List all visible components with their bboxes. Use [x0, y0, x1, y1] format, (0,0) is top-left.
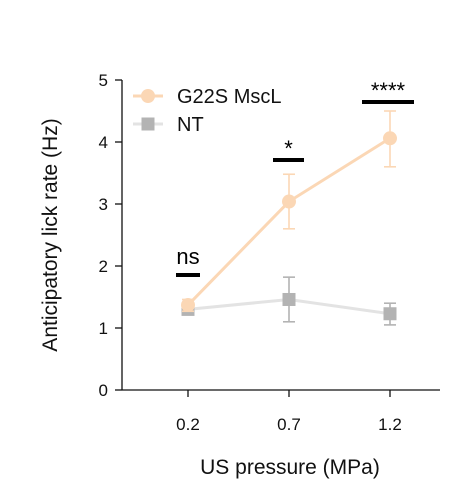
axes: 0 1 2 3 4 5 0.2 0.7 1.2: [99, 71, 440, 434]
data-point: [282, 194, 296, 209]
legend-item: NT: [133, 114, 204, 136]
significance-label: ****: [371, 78, 406, 103]
x-tick-label: 0.2: [176, 415, 200, 434]
legend-label: G22S MscL: [177, 86, 281, 108]
significance-label: *: [284, 136, 293, 161]
data-point: [383, 131, 397, 146]
data-point: [181, 298, 195, 313]
legend: G22S MscL NT: [133, 86, 281, 136]
y-tick-label: 5: [99, 71, 108, 90]
y-tick-label: 3: [99, 195, 108, 214]
legend-marker: [141, 89, 155, 103]
series-nt: [181, 276, 397, 326]
significance-label: ns: [176, 244, 199, 269]
data-point: [383, 307, 397, 321]
y-axis-label: Anticipatory lick rate (Hz): [39, 118, 62, 351]
significance-layer: ns*****: [176, 78, 414, 277]
data-point: [282, 292, 296, 306]
series-g22s-mscl: [181, 110, 397, 313]
y-tick-label: 0: [99, 381, 108, 400]
legend-label: NT: [177, 114, 204, 136]
x-tick-label: 1.2: [378, 415, 402, 434]
legend-item: G22S MscL: [133, 86, 281, 108]
y-tick-label: 4: [99, 133, 108, 152]
x-tick-label: 0.7: [277, 415, 301, 434]
series-layer: [181, 110, 397, 326]
x-axis-label: US pressure (MPa): [200, 456, 380, 479]
y-tick-label: 2: [99, 257, 108, 276]
y-tick-label: 1: [99, 319, 108, 338]
legend-marker: [141, 117, 155, 131]
